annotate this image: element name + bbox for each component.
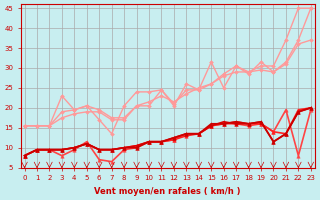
X-axis label: Vent moyen/en rafales ( km/h ): Vent moyen/en rafales ( km/h ) xyxy=(94,187,241,196)
